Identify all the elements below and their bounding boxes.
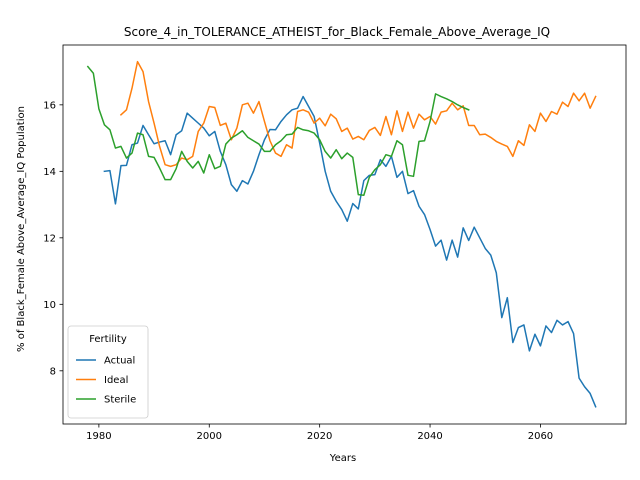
legend-label-actual: Actual [104, 356, 135, 367]
y-tick-label: 14 [43, 167, 56, 178]
legend-label-ideal: Ideal [104, 375, 128, 386]
x-tick-label: 2040 [417, 431, 442, 442]
y-tick-label: 10 [43, 300, 56, 311]
x-tick-label: 2020 [307, 431, 332, 442]
x-tick-label: 2060 [528, 431, 553, 442]
plot-area [86, 60, 597, 408]
legend: Fertility Actual Ideal Sterile [67, 325, 149, 419]
series-line-sterile [86, 65, 470, 197]
axes: 1980 2000 2020 2040 2060 8 10 12 14 16 [43, 44, 627, 442]
series-line-actual [103, 95, 597, 408]
series-line-ideal [119, 60, 597, 168]
x-axis-label: Years [329, 453, 356, 464]
y-tick-label: 12 [43, 233, 56, 244]
plot-frame [62, 44, 627, 425]
chart-title: Score_4_in_TOLERANCE_ATHEIST_for_Black_F… [124, 25, 550, 39]
x-tick-label: 1980 [86, 431, 111, 442]
legend-box [67, 325, 149, 419]
y-tick-label: 16 [43, 100, 56, 111]
y-axis-label: % of Black_Female Above_Average_IQ Popul… [16, 106, 27, 352]
legend-title: Fertility [89, 334, 127, 345]
y-tick-label: 8 [50, 366, 56, 377]
x-tick-label: 2000 [197, 431, 222, 442]
legend-label-sterile: Sterile [104, 395, 136, 406]
